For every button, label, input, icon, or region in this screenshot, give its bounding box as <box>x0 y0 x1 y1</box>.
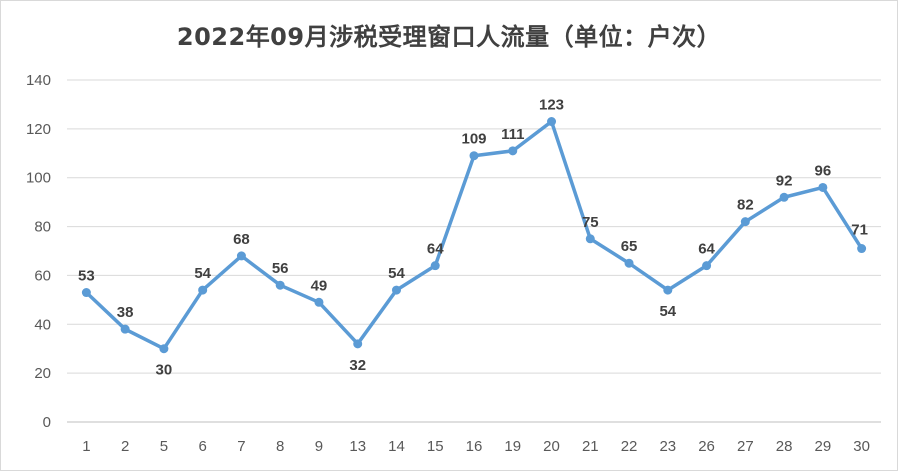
data-point <box>391 285 401 295</box>
x-tick-label: 13 <box>349 438 366 455</box>
x-tick-label: 15 <box>427 438 444 455</box>
data-point <box>585 234 595 244</box>
x-tick-label: 29 <box>815 438 832 455</box>
data-point <box>275 280 285 290</box>
markers <box>81 117 867 354</box>
data-label: 54 <box>194 265 211 282</box>
data-point <box>508 146 518 156</box>
data-label: 53 <box>78 268 95 285</box>
data-label: 56 <box>272 260 289 277</box>
data-point <box>740 217 750 227</box>
x-tick-label: 5 <box>160 438 168 455</box>
data-point <box>198 285 208 295</box>
x-tick-label: 14 <box>388 438 405 455</box>
data-point <box>469 151 479 161</box>
x-axis-ticks: 1 2 5 6 7 8 9 13 14 15 16 19 20 21 22 23 26 27 28 29 30 <box>82 438 870 455</box>
data-label: 49 <box>311 277 328 294</box>
data-label: 109 <box>461 131 486 148</box>
data-label: 75 <box>582 214 599 231</box>
x-tick-label: 28 <box>776 438 793 455</box>
data-point <box>857 244 867 254</box>
data-point <box>236 251 246 261</box>
data-label: 64 <box>427 241 444 258</box>
data-labels: 53 38 30 54 68 56 49 32 54 64 109 111 123 75 65 54 64 82 9… <box>78 97 868 379</box>
y-tick-label: 120 <box>26 121 51 138</box>
x-tick-label: 9 <box>315 438 323 455</box>
data-label: 32 <box>349 357 366 374</box>
x-tick-label: 16 <box>466 438 483 455</box>
data-label: 30 <box>156 362 173 379</box>
data-point <box>81 288 91 298</box>
x-tick-label: 23 <box>659 438 676 455</box>
data-label: 111 <box>501 126 524 143</box>
data-label: 123 <box>539 97 564 114</box>
x-tick-label: 27 <box>737 438 754 455</box>
data-point <box>779 192 789 202</box>
gridlines <box>67 79 881 423</box>
data-label: 92 <box>776 172 793 189</box>
x-tick-label: 2 <box>121 438 129 455</box>
data-point <box>120 324 130 334</box>
data-label: 38 <box>117 304 134 321</box>
data-point <box>314 297 324 307</box>
data-label: 54 <box>659 303 676 320</box>
y-tick-label: 140 <box>26 72 51 89</box>
x-tick-label: 22 <box>621 438 638 455</box>
data-point <box>547 117 557 127</box>
data-point <box>663 285 673 295</box>
data-label: 82 <box>737 197 754 214</box>
data-point <box>818 182 828 192</box>
data-label: 96 <box>815 162 832 179</box>
x-tick-label: 21 <box>582 438 599 455</box>
y-tick-label: 80 <box>34 219 51 236</box>
y-tick-label: 60 <box>34 267 51 284</box>
chart-title: 2022年09月涉税受理窗口人流量（单位：户次） <box>176 23 722 51</box>
data-label: 71 <box>851 222 868 239</box>
x-tick-label: 30 <box>853 438 870 455</box>
data-label: 54 <box>388 265 405 282</box>
y-tick-label: 0 <box>43 414 51 431</box>
data-point <box>624 258 634 268</box>
y-tick-label: 20 <box>34 365 51 382</box>
y-axis-ticks: 0 20 40 60 80 100 120 140 <box>26 72 51 431</box>
y-tick-label: 100 <box>26 170 51 187</box>
data-label: 68 <box>233 231 250 248</box>
data-label: 65 <box>621 238 638 255</box>
data-point <box>430 261 440 271</box>
data-point <box>159 344 169 354</box>
x-tick-label: 19 <box>504 438 521 455</box>
x-tick-label: 7 <box>237 438 245 455</box>
x-tick-label: 20 <box>543 438 560 455</box>
data-point <box>702 261 712 271</box>
x-tick-label: 1 <box>82 438 90 455</box>
x-tick-label: 26 <box>698 438 715 455</box>
data-label: 64 <box>698 241 715 258</box>
y-tick-label: 40 <box>34 316 51 333</box>
data-point <box>353 339 363 349</box>
x-tick-label: 8 <box>276 438 284 455</box>
x-tick-label: 6 <box>198 438 206 455</box>
